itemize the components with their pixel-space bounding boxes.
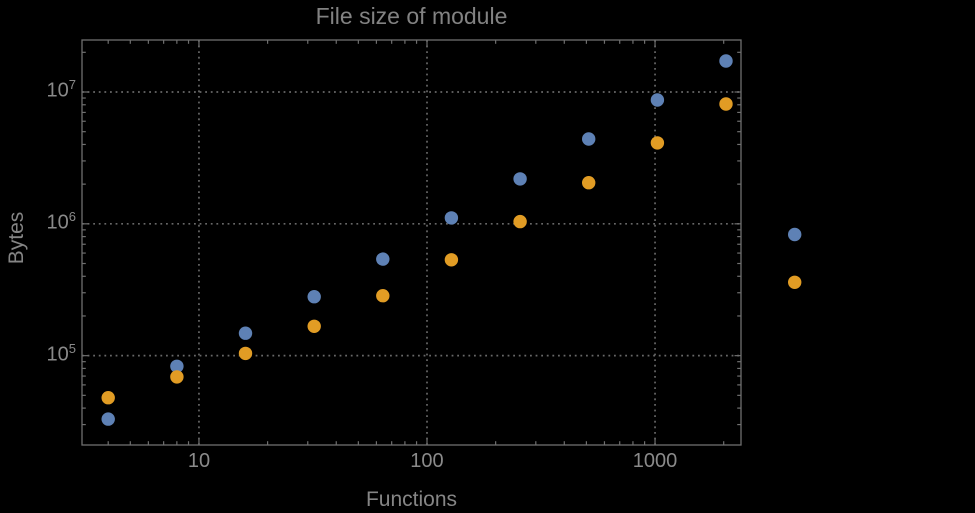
series-orange-point [788, 275, 802, 289]
series-orange-point [238, 346, 253, 361]
x-tick-label: 10 [187, 450, 211, 472]
y-tick-label: 105 [46, 340, 76, 366]
series-orange-point [376, 289, 390, 303]
series-blue-point [307, 290, 321, 304]
series-blue-point [513, 172, 527, 186]
x-tick-label: 1000 [632, 450, 678, 472]
series-blue-point [788, 227, 802, 242]
series-orange-point [513, 214, 527, 229]
series-blue-point [376, 252, 390, 266]
series-blue-point [719, 54, 733, 68]
series-orange-point [170, 370, 184, 384]
series-orange-point [101, 391, 115, 405]
series-blue-point [101, 412, 115, 426]
series-orange-point [582, 176, 596, 190]
x-axis-label: Functions [365, 488, 458, 511]
series-orange-point [444, 253, 459, 267]
x-tick-label: 100 [410, 450, 444, 472]
series-blue-point [238, 326, 253, 340]
series-blue-point [170, 359, 184, 373]
plot-frame [81, 39, 742, 446]
y-tick-label: 107 [46, 76, 76, 102]
y-axis-label: Bytes [5, 211, 28, 265]
chart-title: File size of module [315, 3, 508, 29]
y-tick-label: 106 [46, 208, 76, 234]
series-blue-point [650, 93, 665, 107]
series-orange-point [307, 319, 321, 333]
series-orange-point [650, 136, 665, 150]
series-blue-point [444, 211, 459, 225]
series-blue-point [582, 132, 596, 146]
series-orange-point [719, 97, 733, 111]
